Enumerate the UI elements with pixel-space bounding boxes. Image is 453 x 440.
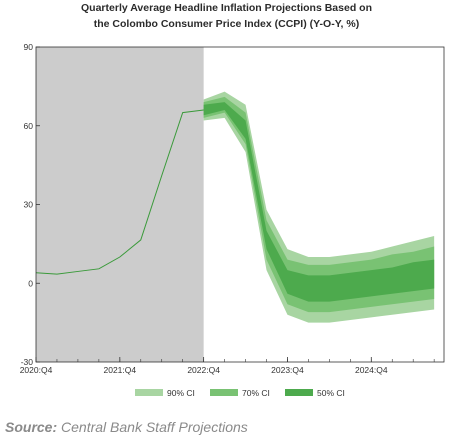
legend-label: 50% CI: [317, 388, 345, 398]
source-note: Source: Central Bank Staff Projections: [5, 419, 248, 435]
chart-title-line-2: the Colombo Consumer Price Index (CCPI) …: [93, 18, 360, 30]
x-tick-label: 2021:Q4: [104, 365, 137, 375]
y-tick-label: 90: [24, 42, 34, 52]
x-tick-label: 2022:Q4: [187, 365, 220, 375]
legend: 90% CI 70% CI 50% CI: [135, 388, 345, 398]
source-prefix: Source:: [5, 419, 58, 435]
legend-label: 70% CI: [242, 388, 270, 398]
legend-swatch: [135, 389, 163, 396]
axes-layer: -30 0 30 60 90 2020:Q4 2021:Q4 2022:Q4 2023:Q4 20…: [20, 42, 445, 375]
y-tick-label: 60: [24, 121, 34, 131]
band-70-ci: [203, 96, 435, 313]
actual-line-layer: [35, 109, 204, 275]
source-text: Central Bank Staff Projections: [61, 419, 248, 435]
x-tick-label: 2020:Q4: [20, 365, 53, 375]
historical-shade: [36, 47, 204, 362]
legend-swatch: [285, 389, 313, 396]
legend-label: 90% CI: [167, 388, 195, 398]
confidence-bands-layer: [203, 91, 435, 323]
chart-title-line-1: Quarterly Average Headline Inflation Pro…: [81, 2, 372, 14]
chart-title: Quarterly Average Headline Inflation Pro…: [0, 0, 453, 32]
y-tick-label: 0: [28, 278, 33, 288]
legend-swatch: [210, 389, 238, 396]
y-tick-label: 30: [24, 200, 34, 210]
band-50-ci: [203, 102, 435, 302]
actual-inflation-line: [35, 109, 204, 275]
historical-shade-layer: [36, 47, 204, 362]
x-tick-label: 2024:Q4: [355, 365, 388, 375]
y-tick-label: -30: [21, 357, 34, 367]
x-tick-label: 2023:Q4: [271, 365, 304, 375]
